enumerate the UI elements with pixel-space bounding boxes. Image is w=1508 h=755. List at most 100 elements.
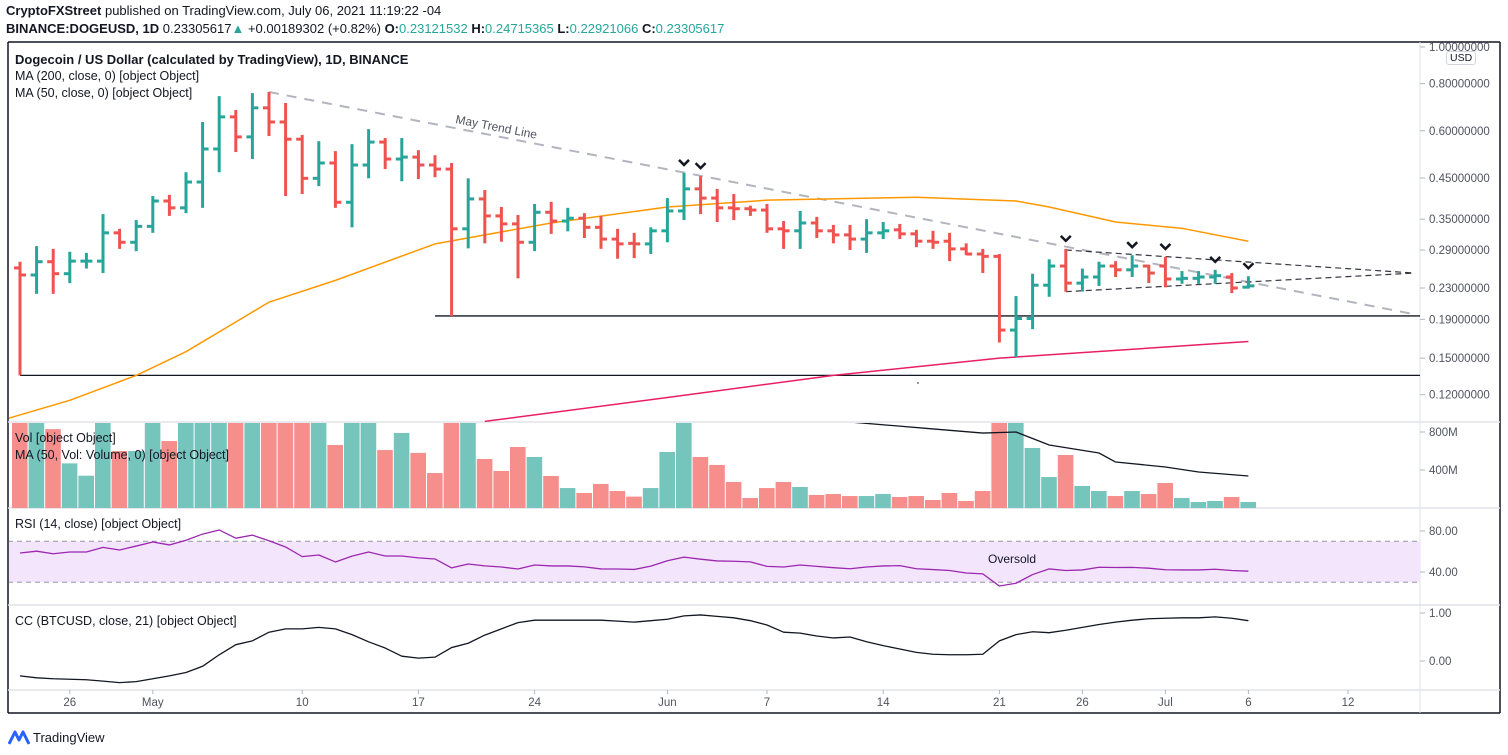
volume-bar[interactable] — [1223, 496, 1240, 508]
volume-bar[interactable] — [28, 413, 45, 508]
ohlc-bar[interactable] — [628, 232, 641, 259]
volume-ma-legend[interactable]: MA (50, Vol: Volume, 0) [object Object] — [15, 448, 229, 462]
ohlc-bar[interactable] — [1176, 271, 1188, 284]
ohlc-bar[interactable] — [462, 178, 475, 249]
ohlc-bar[interactable] — [429, 155, 441, 178]
ohlc-bar[interactable] — [1043, 259, 1056, 297]
ohlc-bar[interactable] — [1026, 273, 1039, 330]
volume-bar[interactable] — [842, 496, 858, 508]
ohlc-bar[interactable] — [512, 215, 524, 279]
volume-bar[interactable] — [725, 481, 742, 508]
ohlc-bar[interactable] — [1126, 255, 1139, 277]
volume-bar[interactable] — [808, 494, 825, 508]
ohlc-bar[interactable] — [296, 134, 309, 195]
volume-bar[interactable] — [1190, 502, 1207, 508]
ohlc-bar[interactable] — [595, 215, 607, 249]
series-title[interactable]: Dogecoin / US Dollar (calculated by Trad… — [15, 52, 409, 67]
volume-bar[interactable] — [692, 456, 709, 508]
volume-bar[interactable] — [427, 473, 443, 508]
ohlc-bar[interactable] — [445, 162, 458, 316]
ohlc-bar[interactable] — [1076, 268, 1089, 292]
volume-bar[interactable] — [227, 413, 244, 508]
ohlc-bar[interactable] — [794, 210, 807, 249]
volume-bar[interactable] — [1207, 500, 1223, 508]
volume-bar[interactable] — [742, 498, 758, 508]
ohlc-bar[interactable] — [893, 223, 906, 240]
ohlc-bar[interactable] — [1209, 269, 1222, 284]
volume-bar[interactable] — [709, 464, 725, 508]
ohlc-bar[interactable] — [578, 213, 591, 239]
volume-bar[interactable] — [45, 429, 61, 508]
cc-pane[interactable] — [19, 614, 1249, 684]
ohlc-bar[interactable] — [47, 248, 60, 294]
ohlc-bar[interactable] — [379, 138, 392, 170]
ohlc-bar[interactable] — [1059, 248, 1072, 292]
volume-legend[interactable]: Vol [object Object] — [15, 431, 116, 445]
ohlc-bar[interactable] — [761, 203, 773, 233]
volume-bar[interactable] — [460, 413, 476, 508]
cc-legend[interactable]: CC (BTCUSD, close, 21) [object Object] — [15, 614, 237, 628]
ohlc-bar[interactable] — [1242, 276, 1255, 289]
volume-bar[interactable] — [510, 447, 526, 508]
ohlc-bar[interactable] — [910, 229, 923, 248]
ohlc-bar[interactable] — [927, 230, 939, 249]
volume-bar[interactable] — [294, 413, 310, 508]
axes[interactable]: 1.000000000.800000000.600000000.45000000… — [63, 42, 1489, 709]
volume-bar[interactable] — [476, 458, 493, 508]
ohlc-bar[interactable] — [113, 228, 126, 249]
volume-bar[interactable] — [244, 413, 260, 508]
volume-bar[interactable] — [609, 490, 626, 508]
ohlc-bar[interactable] — [130, 220, 143, 252]
volume-bar[interactable] — [194, 413, 211, 508]
volume-bar[interactable] — [1041, 477, 1057, 508]
ohlc-bar[interactable] — [810, 216, 823, 239]
volume-bar[interactable] — [493, 470, 509, 508]
volume-bar[interactable] — [12, 413, 28, 508]
ohlc-bar[interactable] — [711, 188, 724, 223]
volume-bar[interactable] — [1107, 496, 1124, 508]
ohlc-bar[interactable] — [1225, 273, 1238, 294]
ohlc-bar[interactable] — [14, 261, 26, 376]
volume-bar[interactable] — [1157, 483, 1173, 508]
volume-bar[interactable] — [1091, 490, 1107, 508]
ohlc-bar[interactable] — [263, 92, 275, 137]
ohlc-bar[interactable] — [1010, 296, 1022, 358]
ohlc-bar[interactable] — [960, 243, 973, 256]
volume-bar[interactable] — [775, 481, 792, 508]
ohlc-bar[interactable] — [312, 141, 325, 187]
ohlc-bar[interactable] — [1192, 271, 1205, 284]
ohlc-bar[interactable] — [943, 232, 956, 262]
volume-bar[interactable] — [1074, 485, 1090, 508]
volume-bar[interactable] — [825, 494, 841, 508]
volume-bar[interactable] — [410, 452, 426, 508]
ohlc-bar[interactable] — [246, 93, 259, 160]
ohlc-bar[interactable] — [1109, 261, 1122, 277]
ohlc-bar[interactable] — [478, 190, 491, 244]
volume-bar[interactable] — [443, 413, 460, 508]
ohlc-bar[interactable] — [1093, 261, 1105, 286]
ohlc-bar[interactable] — [877, 222, 890, 240]
ohlc-bar[interactable] — [495, 206, 508, 242]
volume-bar[interactable] — [908, 496, 924, 508]
volume-bar[interactable] — [377, 450, 393, 508]
ohlc-bar[interactable] — [744, 205, 757, 216]
ohlc-bar[interactable] — [213, 96, 226, 173]
volume-bar[interactable] — [941, 492, 958, 508]
volume-bar[interactable] — [559, 488, 576, 508]
ohlc-bar[interactable] — [827, 224, 840, 244]
ma200-legend[interactable]: MA (200, close, 0) [object Object] — [15, 69, 200, 83]
volume-bar[interactable] — [858, 496, 875, 508]
volume-bar[interactable] — [95, 413, 111, 508]
author-name[interactable]: CryptoFXStreet — [6, 3, 102, 18]
ohlc-bar[interactable] — [727, 194, 740, 221]
ohlc-bar[interactable] — [678, 172, 690, 221]
volume-bar[interactable] — [144, 413, 161, 508]
ohlc-bar[interactable] — [63, 251, 76, 284]
volume-bar[interactable] — [1140, 494, 1157, 508]
volume-bar[interactable] — [277, 413, 294, 508]
ohlc-bar[interactable] — [362, 129, 375, 179]
ohlc-bar[interactable] — [694, 176, 707, 215]
ohlc-bar[interactable] — [561, 207, 574, 232]
volume-bar[interactable] — [161, 441, 177, 508]
